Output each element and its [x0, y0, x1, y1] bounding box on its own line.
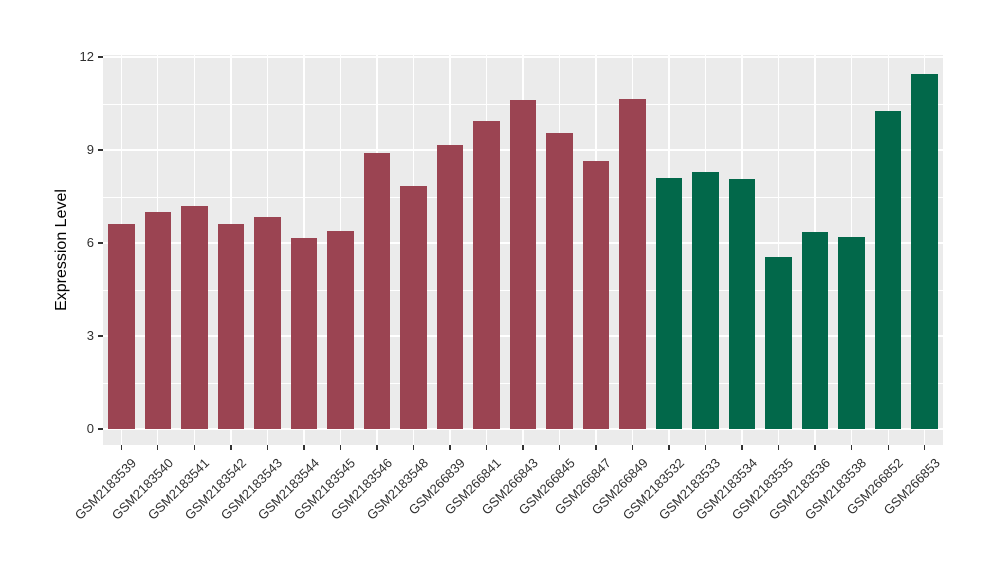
y-tick-label: 0: [86, 421, 94, 436]
x-tick-mark: [704, 445, 707, 450]
x-tick-mark: [449, 445, 451, 450]
x-tick-mark: [777, 445, 780, 450]
y-tick-mark: [97, 335, 103, 337]
bar-GSM2183538: [838, 236, 865, 429]
y-tick-label: 6: [86, 235, 94, 250]
y-tick-label: 3: [86, 328, 94, 343]
y-tick-mark: [97, 428, 103, 430]
x-tick-mark: [887, 445, 889, 450]
x-tick-mark: [193, 445, 195, 450]
x-tick-mark: [412, 445, 415, 450]
x-tick-mark: [631, 445, 634, 450]
x-tick-mark: [120, 445, 122, 450]
bar-GSM2183548: [400, 185, 427, 429]
bar-GSM2183545: [327, 230, 354, 429]
x-tick-mark: [376, 445, 378, 450]
bar-GSM2183540: [144, 212, 172, 429]
bar-GSM2183532: [655, 177, 683, 429]
x-tick-mark: [157, 445, 159, 450]
bar-GSM2183534: [728, 179, 756, 429]
x-tick-mark: [230, 445, 232, 450]
y-tick-mark: [97, 56, 103, 58]
bar-GSM2183533: [692, 171, 719, 429]
bar-GSM2183535: [765, 256, 792, 429]
bar-GSM266839: [436, 145, 464, 429]
plot-panel: [103, 55, 943, 445]
x-tick-mark: [266, 445, 269, 450]
bar-GSM266853: [911, 74, 938, 429]
x-tick-mark: [850, 445, 853, 450]
x-tick-mark: [741, 445, 743, 450]
y-tick-mark: [97, 149, 103, 151]
bar-GSM266843: [509, 100, 537, 429]
y-tick-label: 12: [79, 49, 94, 64]
y-tick-mark: [97, 242, 103, 244]
y-tick-label: 9: [86, 142, 94, 157]
x-tick-mark: [303, 445, 305, 450]
bar-GSM2183541: [181, 205, 208, 429]
bar-GSM2183542: [217, 224, 245, 429]
major-gridline-x: [777, 55, 780, 445]
x-tick-mark: [485, 445, 488, 450]
x-tick-mark: [668, 445, 670, 450]
bar-GSM2183539: [108, 224, 135, 429]
x-tick-mark: [595, 445, 597, 450]
x-tick-mark: [339, 445, 342, 450]
x-tick-mark: [522, 445, 524, 450]
bar-GSM266852: [874, 111, 902, 429]
x-tick-mark: [814, 445, 816, 450]
bar-GSM2183544: [290, 238, 318, 429]
bar-GSM2183543: [254, 216, 281, 429]
x-tick-mark: [924, 445, 926, 450]
bar-GSM2183536: [801, 232, 829, 429]
x-tick-mark: [558, 445, 561, 450]
bar-GSM266845: [546, 132, 573, 429]
bar-GSM266847: [582, 160, 610, 429]
bar-GSM266841: [473, 120, 500, 429]
bar-GSM266849: [619, 98, 646, 429]
bar-GSM2183546: [363, 153, 391, 429]
